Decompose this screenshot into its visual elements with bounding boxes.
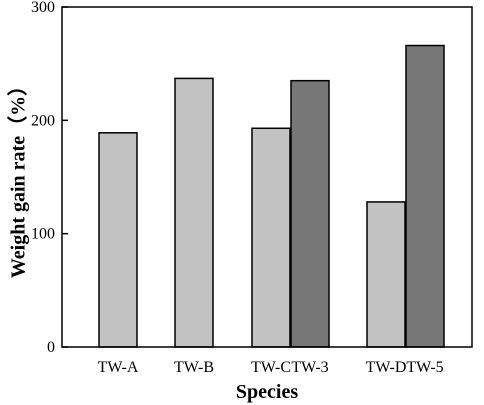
x-tick-label-tw-3: TW-3 bbox=[291, 359, 328, 376]
x-tick-label-tw-b: TW-B bbox=[174, 359, 214, 376]
bar-tw-3 bbox=[290, 79, 330, 348]
y-ticks-layer: 0 100 200 300 bbox=[31, 0, 68, 356]
x-tick-label-tw-d: TW-D bbox=[366, 359, 407, 376]
bar-tw-5 bbox=[405, 44, 445, 348]
bar-tw-a bbox=[98, 132, 138, 348]
bar-tw-c bbox=[251, 127, 291, 348]
bar-tw-d bbox=[366, 201, 406, 348]
bars-layer bbox=[98, 44, 445, 348]
y-tick-label: 300 bbox=[31, 0, 55, 16]
y-tick-label: 0 bbox=[47, 339, 55, 356]
x-tick-label-tw-5: TW-5 bbox=[406, 359, 443, 376]
x-tick-label-tw-c: TW-C bbox=[251, 359, 291, 376]
y-tick-label: 100 bbox=[31, 226, 55, 243]
plot-frame bbox=[61, 6, 473, 348]
x-tick-labels-layer: TW-A TW-B TW-C TW-3 TW-D TW-5 bbox=[98, 359, 444, 376]
bar-tw-b bbox=[174, 77, 214, 348]
y-tick-label: 200 bbox=[31, 112, 55, 129]
x-axis-title: Species bbox=[236, 381, 298, 403]
y-axis-title: Weight gain rate（%） bbox=[7, 76, 30, 278]
x-tick-label-tw-a: TW-A bbox=[98, 359, 139, 376]
